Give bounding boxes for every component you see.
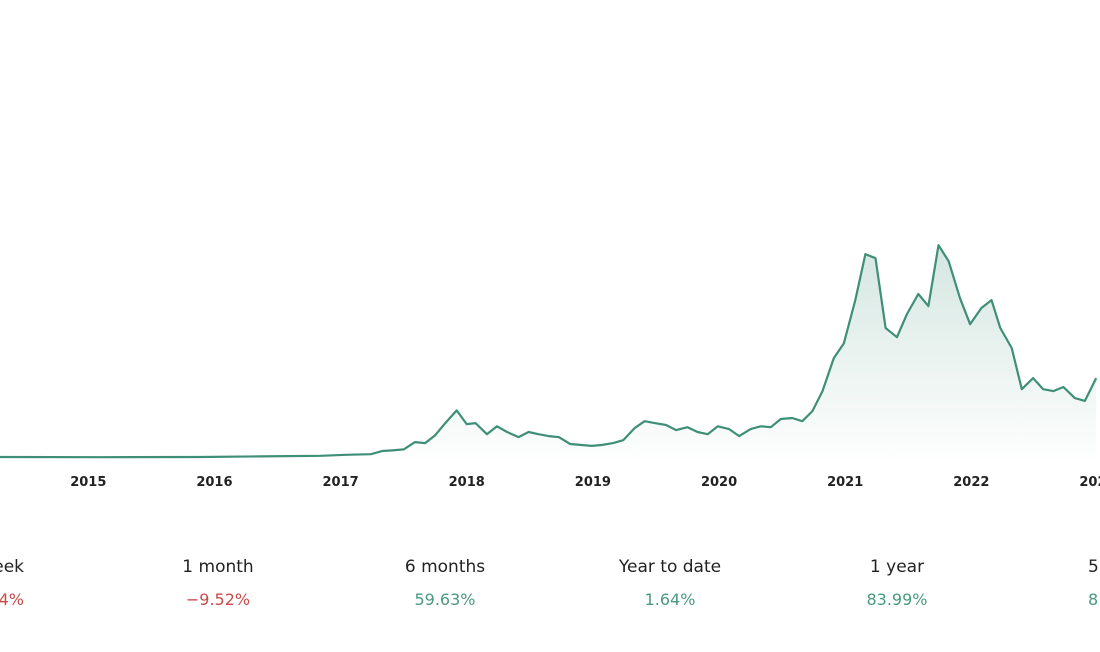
x-tick-label: 2019 <box>575 475 611 490</box>
stat-value: 1.64% <box>644 590 696 609</box>
x-tick-label: 2021 <box>827 475 863 490</box>
x-tick-label: 2022 <box>953 475 989 490</box>
stat: Year to date 1.64% <box>570 555 770 615</box>
stat: eek 4% <box>0 555 24 615</box>
x-tick-label: 2023 <box>1079 475 1100 490</box>
stat-value: 59.63% <box>414 590 476 609</box>
stat-label: eek <box>0 557 24 577</box>
x-tick-label: 2015 <box>70 475 106 490</box>
x-tick-label: 2017 <box>323 475 359 490</box>
stat: 1 month −9.52% <box>118 555 318 615</box>
line <box>0 244 1098 459</box>
stat: 1 year 83.99% <box>797 555 997 615</box>
chart: 2015 2016 2017 2018 2019 2020 2021 2022 2023 <box>0 244 1100 490</box>
area <box>0 245 1097 458</box>
stat-value: 8 <box>1088 590 1099 609</box>
stat-label: 5 <box>1088 557 1099 577</box>
stat-value: 4% <box>0 590 24 609</box>
stat-value: 83.99% <box>866 590 928 609</box>
stat-label: 6 months <box>404 557 486 577</box>
x-tick-label: 2018 <box>449 475 485 490</box>
x-tick-label: 2016 <box>196 475 232 490</box>
stat-label: 1 year <box>869 557 925 577</box>
stat-value: −9.52% <box>185 590 251 609</box>
stat: 6 months 59.63% <box>345 555 545 615</box>
x-tick-label: 2020 <box>701 475 737 490</box>
stat-label: Year to date <box>618 557 722 577</box>
stat-label: 1 month <box>182 557 254 577</box>
